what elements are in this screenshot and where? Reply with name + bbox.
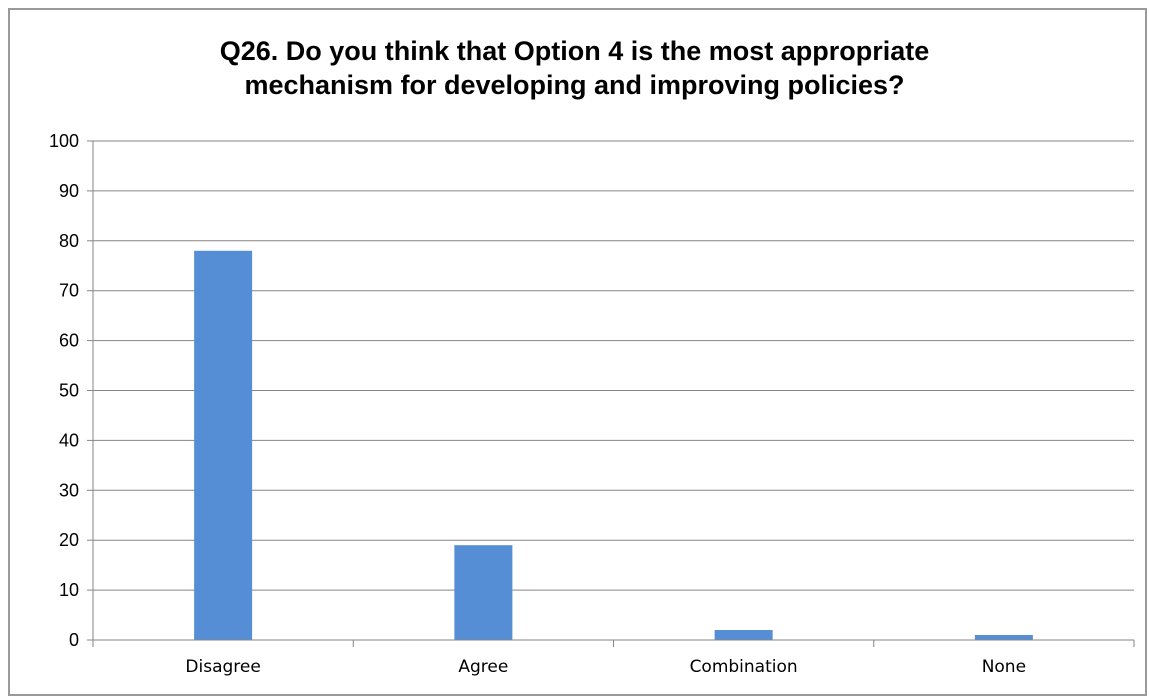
y-tick-label-10: 10 — [59, 580, 79, 600]
y-axis-tick-labels: 0 10 20 30 40 50 60 70 80 90 100 — [49, 131, 79, 650]
y-tick-label-30: 30 — [59, 480, 79, 500]
x-category-label-disagree: Disagree — [185, 657, 260, 677]
x-category-label-combination: Combination — [690, 657, 798, 677]
y-tick-label-80: 80 — [59, 231, 79, 251]
y-tick-label-0: 0 — [69, 630, 79, 650]
chart-title: Q26. Do you think that Option 4 is the m… — [0, 34, 1149, 102]
x-category-label-none: None — [982, 657, 1026, 677]
axes — [87, 140, 1135, 647]
bar-combination — [714, 630, 773, 640]
chart-title-line-2: mechanism for developing and improving p… — [244, 70, 905, 100]
y-tick-label-70: 70 — [59, 281, 79, 301]
chart-title-line-1: Q26. Do you think that Option 4 is the m… — [219, 36, 930, 66]
bars — [194, 250, 1033, 640]
y-tick-label-60: 60 — [59, 331, 79, 351]
bar-none — [974, 635, 1033, 640]
y-tick-label-100: 100 — [49, 131, 79, 151]
x-axis-category-labels: Disagree Agree Combination None — [185, 657, 1026, 677]
x-category-label-agree: Agree — [458, 657, 508, 677]
bar-agree — [454, 545, 513, 640]
gridlines — [93, 140, 1134, 591]
y-tick-label-20: 20 — [59, 530, 79, 550]
y-tick-label-40: 40 — [59, 430, 79, 450]
y-tick-label-50: 50 — [59, 381, 79, 401]
bar-disagree — [194, 250, 253, 640]
y-tick-label-90: 90 — [59, 181, 79, 201]
